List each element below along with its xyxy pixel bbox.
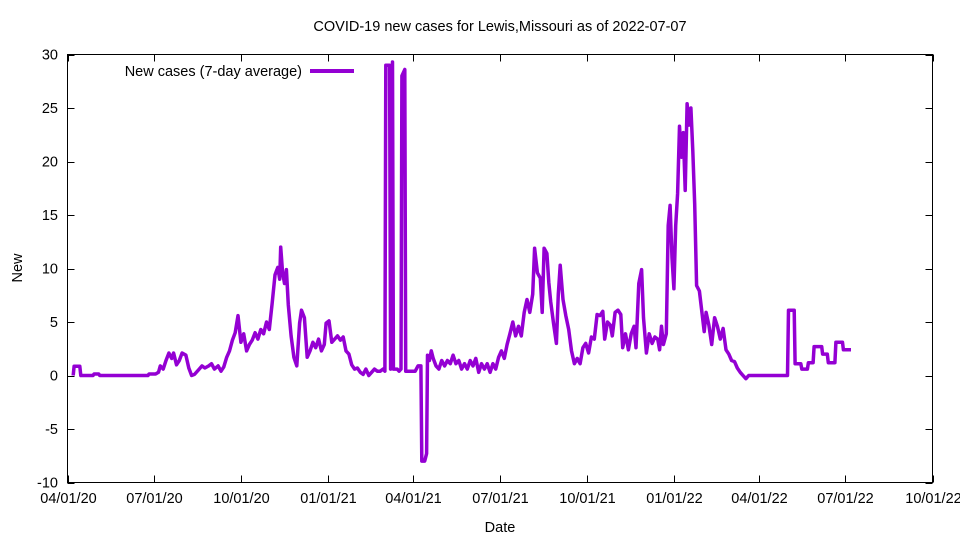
series-line-0 <box>71 60 851 463</box>
x-tick-label: 01/01/21 <box>300 491 356 507</box>
y-tick-label: 30 <box>42 48 58 64</box>
x-tick-label: 07/01/22 <box>817 491 873 507</box>
y-tick-label: 0 <box>50 369 58 385</box>
legend-label: New cases (7-day average) <box>125 64 302 80</box>
x-tick-label: 04/01/21 <box>385 491 441 507</box>
legend: New cases (7-day average) <box>125 64 354 80</box>
y-tick-label: 25 <box>42 101 58 117</box>
x-tick-label: 04/01/20 <box>40 491 96 507</box>
x-tick-label: 01/01/22 <box>646 491 702 507</box>
x-tick-label: 10/01/21 <box>559 491 615 507</box>
y-tick-label: 10 <box>42 262 58 278</box>
y-tick-label: 15 <box>42 208 58 224</box>
x-tick-label: 10/01/22 <box>905 491 960 507</box>
y-tick-label: 20 <box>42 155 58 171</box>
x-tick-label: 04/01/22 <box>731 491 787 507</box>
x-tick-label: 10/01/20 <box>213 491 269 507</box>
y-tick-label: -10 <box>37 476 58 492</box>
x-tick-label: 07/01/20 <box>126 491 182 507</box>
x-tick-label: 07/01/21 <box>472 491 528 507</box>
y-tick-label: -5 <box>45 422 58 438</box>
x-axis-ticks: 04/01/20 07/01/20 10/01/20 01/01/21 04/01/21… <box>40 54 960 507</box>
y-axis-ticks: -10 -5 0 5 10 15 20 25 30 <box>37 48 933 492</box>
chart-title: COVID-19 new cases for Lewis,Missouri as… <box>313 19 686 35</box>
y-axis-label: New <box>10 253 26 283</box>
x-axis-label: Date <box>485 520 516 536</box>
series-layer <box>71 60 851 463</box>
plot-frame <box>67 54 933 483</box>
y-tick-label: 5 <box>50 315 58 331</box>
